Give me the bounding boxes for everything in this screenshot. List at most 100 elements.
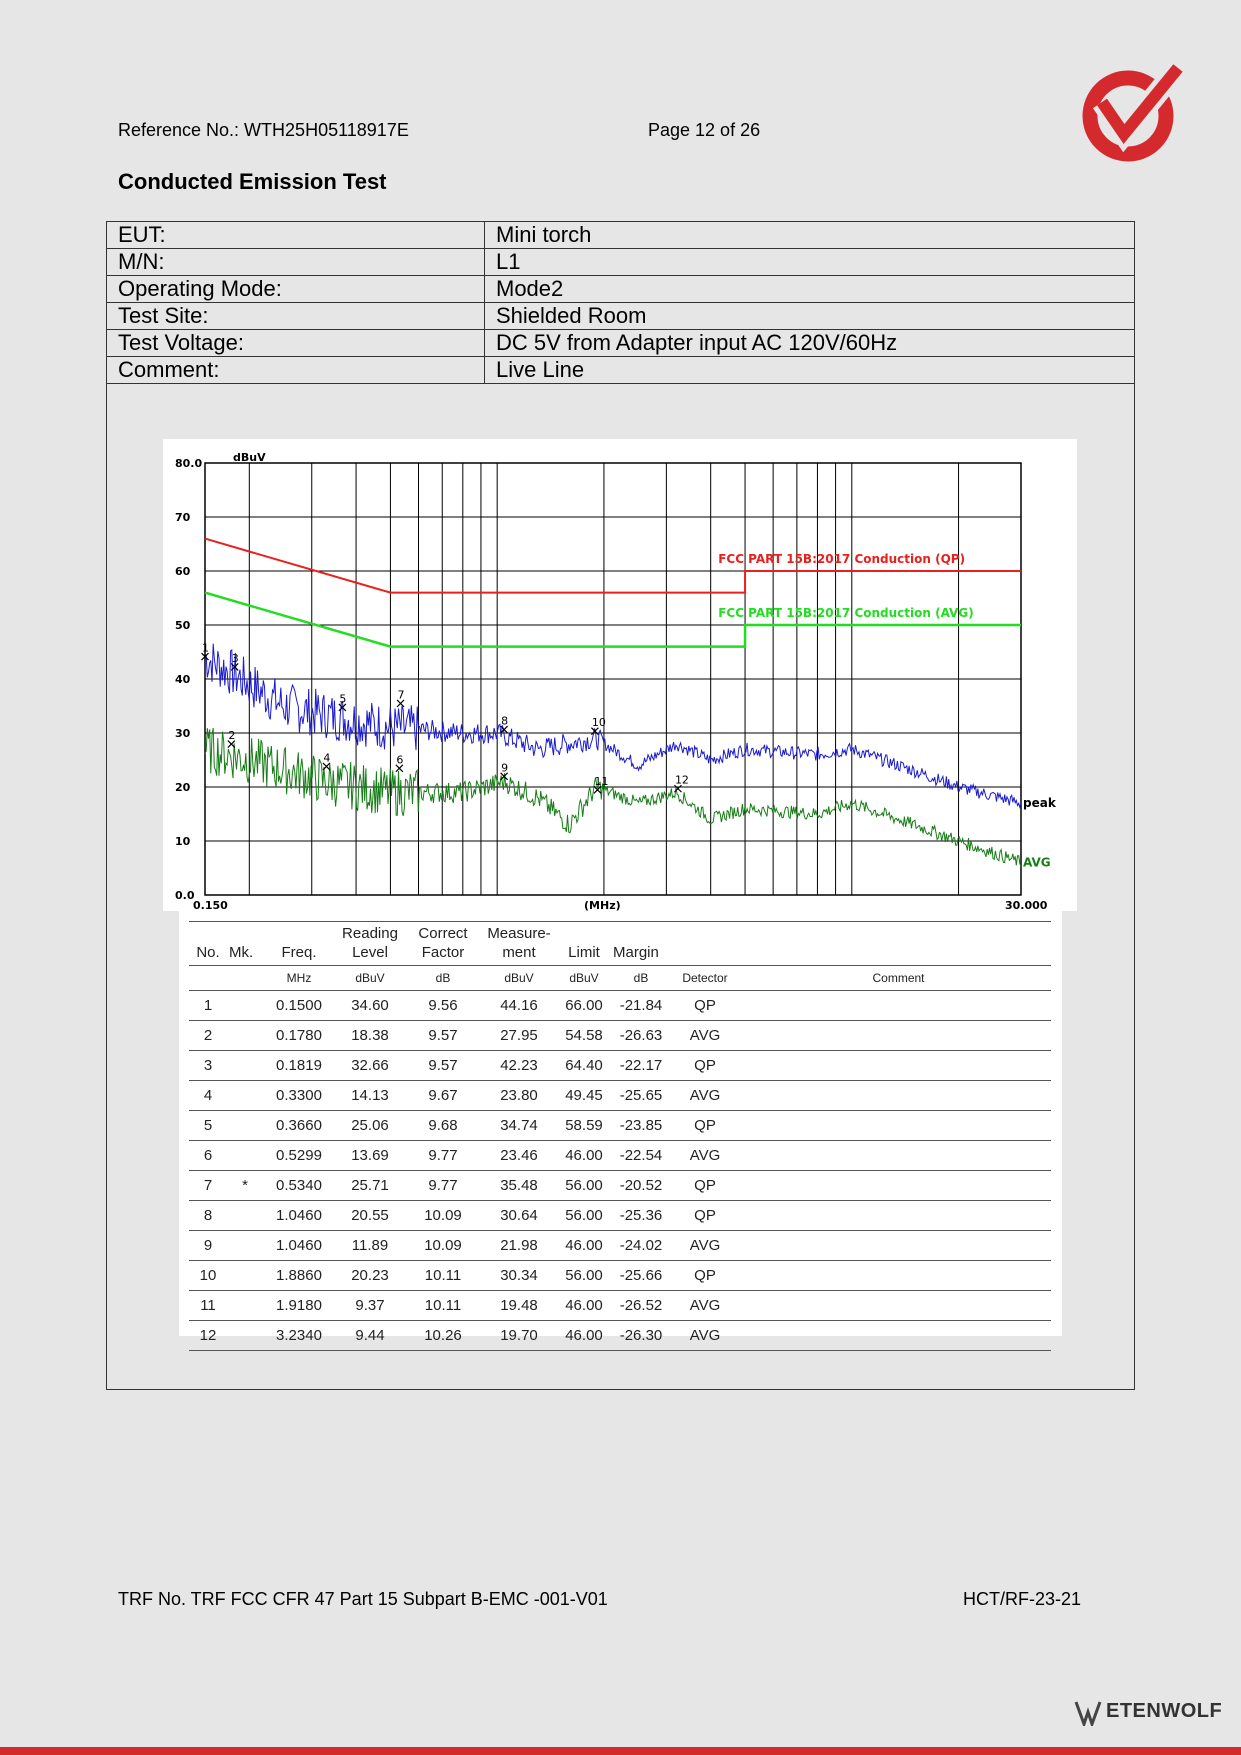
- y-tick-label: 30: [175, 727, 191, 740]
- trf-number: TRF No. TRF FCC CFR 47 Part 15 Subpart B…: [118, 1589, 608, 1609]
- info-row: Operating Mode: Mode2: [106, 275, 1135, 303]
- unit-measurement: dBuV: [481, 965, 557, 991]
- table-cell: 19.70: [481, 1320, 557, 1351]
- table-cell: -23.85: [611, 1110, 671, 1141]
- x-axis-label: (MHz): [584, 899, 621, 911]
- table-cell: 8: [189, 1200, 227, 1231]
- marker-label: 2: [228, 729, 235, 742]
- table-cell: 32.66: [335, 1050, 405, 1081]
- col-freq: Freq.: [263, 921, 335, 966]
- table-cell: 19.48: [481, 1290, 557, 1321]
- table-cell: 10.26: [405, 1320, 481, 1351]
- table-cell: 25.06: [335, 1110, 405, 1141]
- table-cell: 30.64: [481, 1200, 557, 1231]
- y-tick-label: 60: [175, 565, 191, 578]
- table-cell: [227, 1080, 263, 1111]
- table-cell: -24.02: [611, 1230, 671, 1261]
- table-cell: -26.52: [611, 1290, 671, 1321]
- table-cell: 0.1500: [263, 990, 335, 1021]
- info-row: Test Voltage: DC 5V from Adapter input AC…: [106, 329, 1135, 357]
- table-row: 5 0.3660 25.06 9.68 34.74 58.59 -23.85 QP: [189, 1110, 1051, 1141]
- table-cell: 11: [189, 1290, 227, 1321]
- results-table: No. Mk. Freq. Reading Level Correct Fact…: [189, 921, 1051, 1351]
- marker-label: 12: [675, 774, 689, 787]
- table-cell: 9.37: [335, 1290, 405, 1321]
- limit-line-label: FCC PART 15B:2017 Conduction (QP): [718, 552, 965, 566]
- info-row: Comment: Live Line: [106, 356, 1135, 384]
- table-cell: 7: [189, 1170, 227, 1201]
- table-cell: [739, 1050, 1051, 1081]
- y-tick-label: 0.0: [175, 889, 195, 902]
- table-cell: QP: [671, 1260, 739, 1291]
- y-tick-label: 80.0: [175, 457, 202, 470]
- table-cell: -22.17: [611, 1050, 671, 1081]
- marker-x: [500, 772, 509, 781]
- table-row: 12 3.2340 9.44 10.26 19.70 46.00 -26.30 AVG: [189, 1320, 1051, 1351]
- table-cell: 1.9180: [263, 1290, 335, 1321]
- table-cell: 9.68: [405, 1110, 481, 1141]
- table-row: 10 1.8860 20.23 10.11 30.34 56.00 -25.66 QP: [189, 1260, 1051, 1291]
- plot-border: [204, 462, 1022, 896]
- table-cell: 58.59: [557, 1110, 611, 1141]
- table-cell: [739, 1200, 1051, 1231]
- table-cell: 11.89: [335, 1230, 405, 1261]
- table-cell: -25.66: [611, 1260, 671, 1291]
- table-row: 7 * 0.5340 25.71 9.77 35.48 56.00 -20.52 QP: [189, 1170, 1051, 1201]
- page-number: Page 12 of 26: [648, 120, 761, 140]
- table-cell: 9.67: [405, 1080, 481, 1111]
- table-cell: 4: [189, 1080, 227, 1111]
- table-cell: [227, 1290, 263, 1321]
- marker-label: 1: [202, 642, 209, 655]
- col-mk: Mk.: [227, 921, 263, 966]
- series-label: peak: [1023, 796, 1057, 810]
- y-tick-label: 20: [175, 781, 191, 794]
- unit-freq: MHz: [263, 965, 335, 991]
- table-cell: 21.98: [481, 1230, 557, 1261]
- table-cell: [739, 1020, 1051, 1051]
- y-unit-label: dBuV: [233, 451, 266, 464]
- table-cell: -22.54: [611, 1140, 671, 1171]
- marker-label: 7: [398, 688, 405, 701]
- table-cell: 0.5340: [263, 1170, 335, 1201]
- col-no: No.: [189, 921, 227, 966]
- limit-line: [204, 537, 1021, 594]
- table-cell: 18.38: [335, 1020, 405, 1051]
- results-header-row: No. Mk. Freq. Reading Level Correct Fact…: [189, 921, 1051, 966]
- marker-x: [500, 725, 509, 734]
- info-value: Live Line: [484, 356, 1135, 384]
- table-cell: AVG: [671, 1020, 739, 1051]
- table-cell: [227, 1260, 263, 1291]
- col-comment-head: [739, 921, 1051, 966]
- table-cell: QP: [671, 1170, 739, 1201]
- info-value: DC 5V from Adapter input AC 120V/60Hz: [484, 329, 1135, 357]
- table-cell: [739, 1080, 1051, 1111]
- table-cell: AVG: [671, 1140, 739, 1171]
- table-cell: [227, 1020, 263, 1051]
- unit-reading: dBuV: [335, 965, 405, 991]
- info-label: Comment:: [106, 356, 485, 384]
- x-tick-label: 0.150: [193, 899, 228, 911]
- table-cell: *: [227, 1170, 263, 1201]
- marker-label: 11: [594, 775, 608, 788]
- table-cell: 35.48: [481, 1170, 557, 1201]
- y-tick-label: 70: [175, 511, 191, 524]
- table-cell: [739, 1260, 1051, 1291]
- col-margin: Margin: [611, 921, 671, 966]
- table-cell: 2: [189, 1020, 227, 1051]
- table-cell: -26.63: [611, 1020, 671, 1051]
- table-cell: -26.30: [611, 1320, 671, 1351]
- col-reading-level: Reading Level: [335, 921, 405, 966]
- series-label: AVG: [1023, 856, 1051, 870]
- info-row: Test Site: Shielded Room: [106, 302, 1135, 330]
- table-cell: 27.95: [481, 1020, 557, 1051]
- table-cell: 12: [189, 1320, 227, 1351]
- marker-x: [322, 762, 331, 771]
- table-cell: 30.34: [481, 1260, 557, 1291]
- col-detector-head: [671, 921, 739, 966]
- info-label: EUT:: [106, 221, 485, 249]
- table-cell: 0.1819: [263, 1050, 335, 1081]
- table-cell: 20.55: [335, 1200, 405, 1231]
- table-cell: [739, 1290, 1051, 1321]
- marker-label: 8: [501, 715, 508, 728]
